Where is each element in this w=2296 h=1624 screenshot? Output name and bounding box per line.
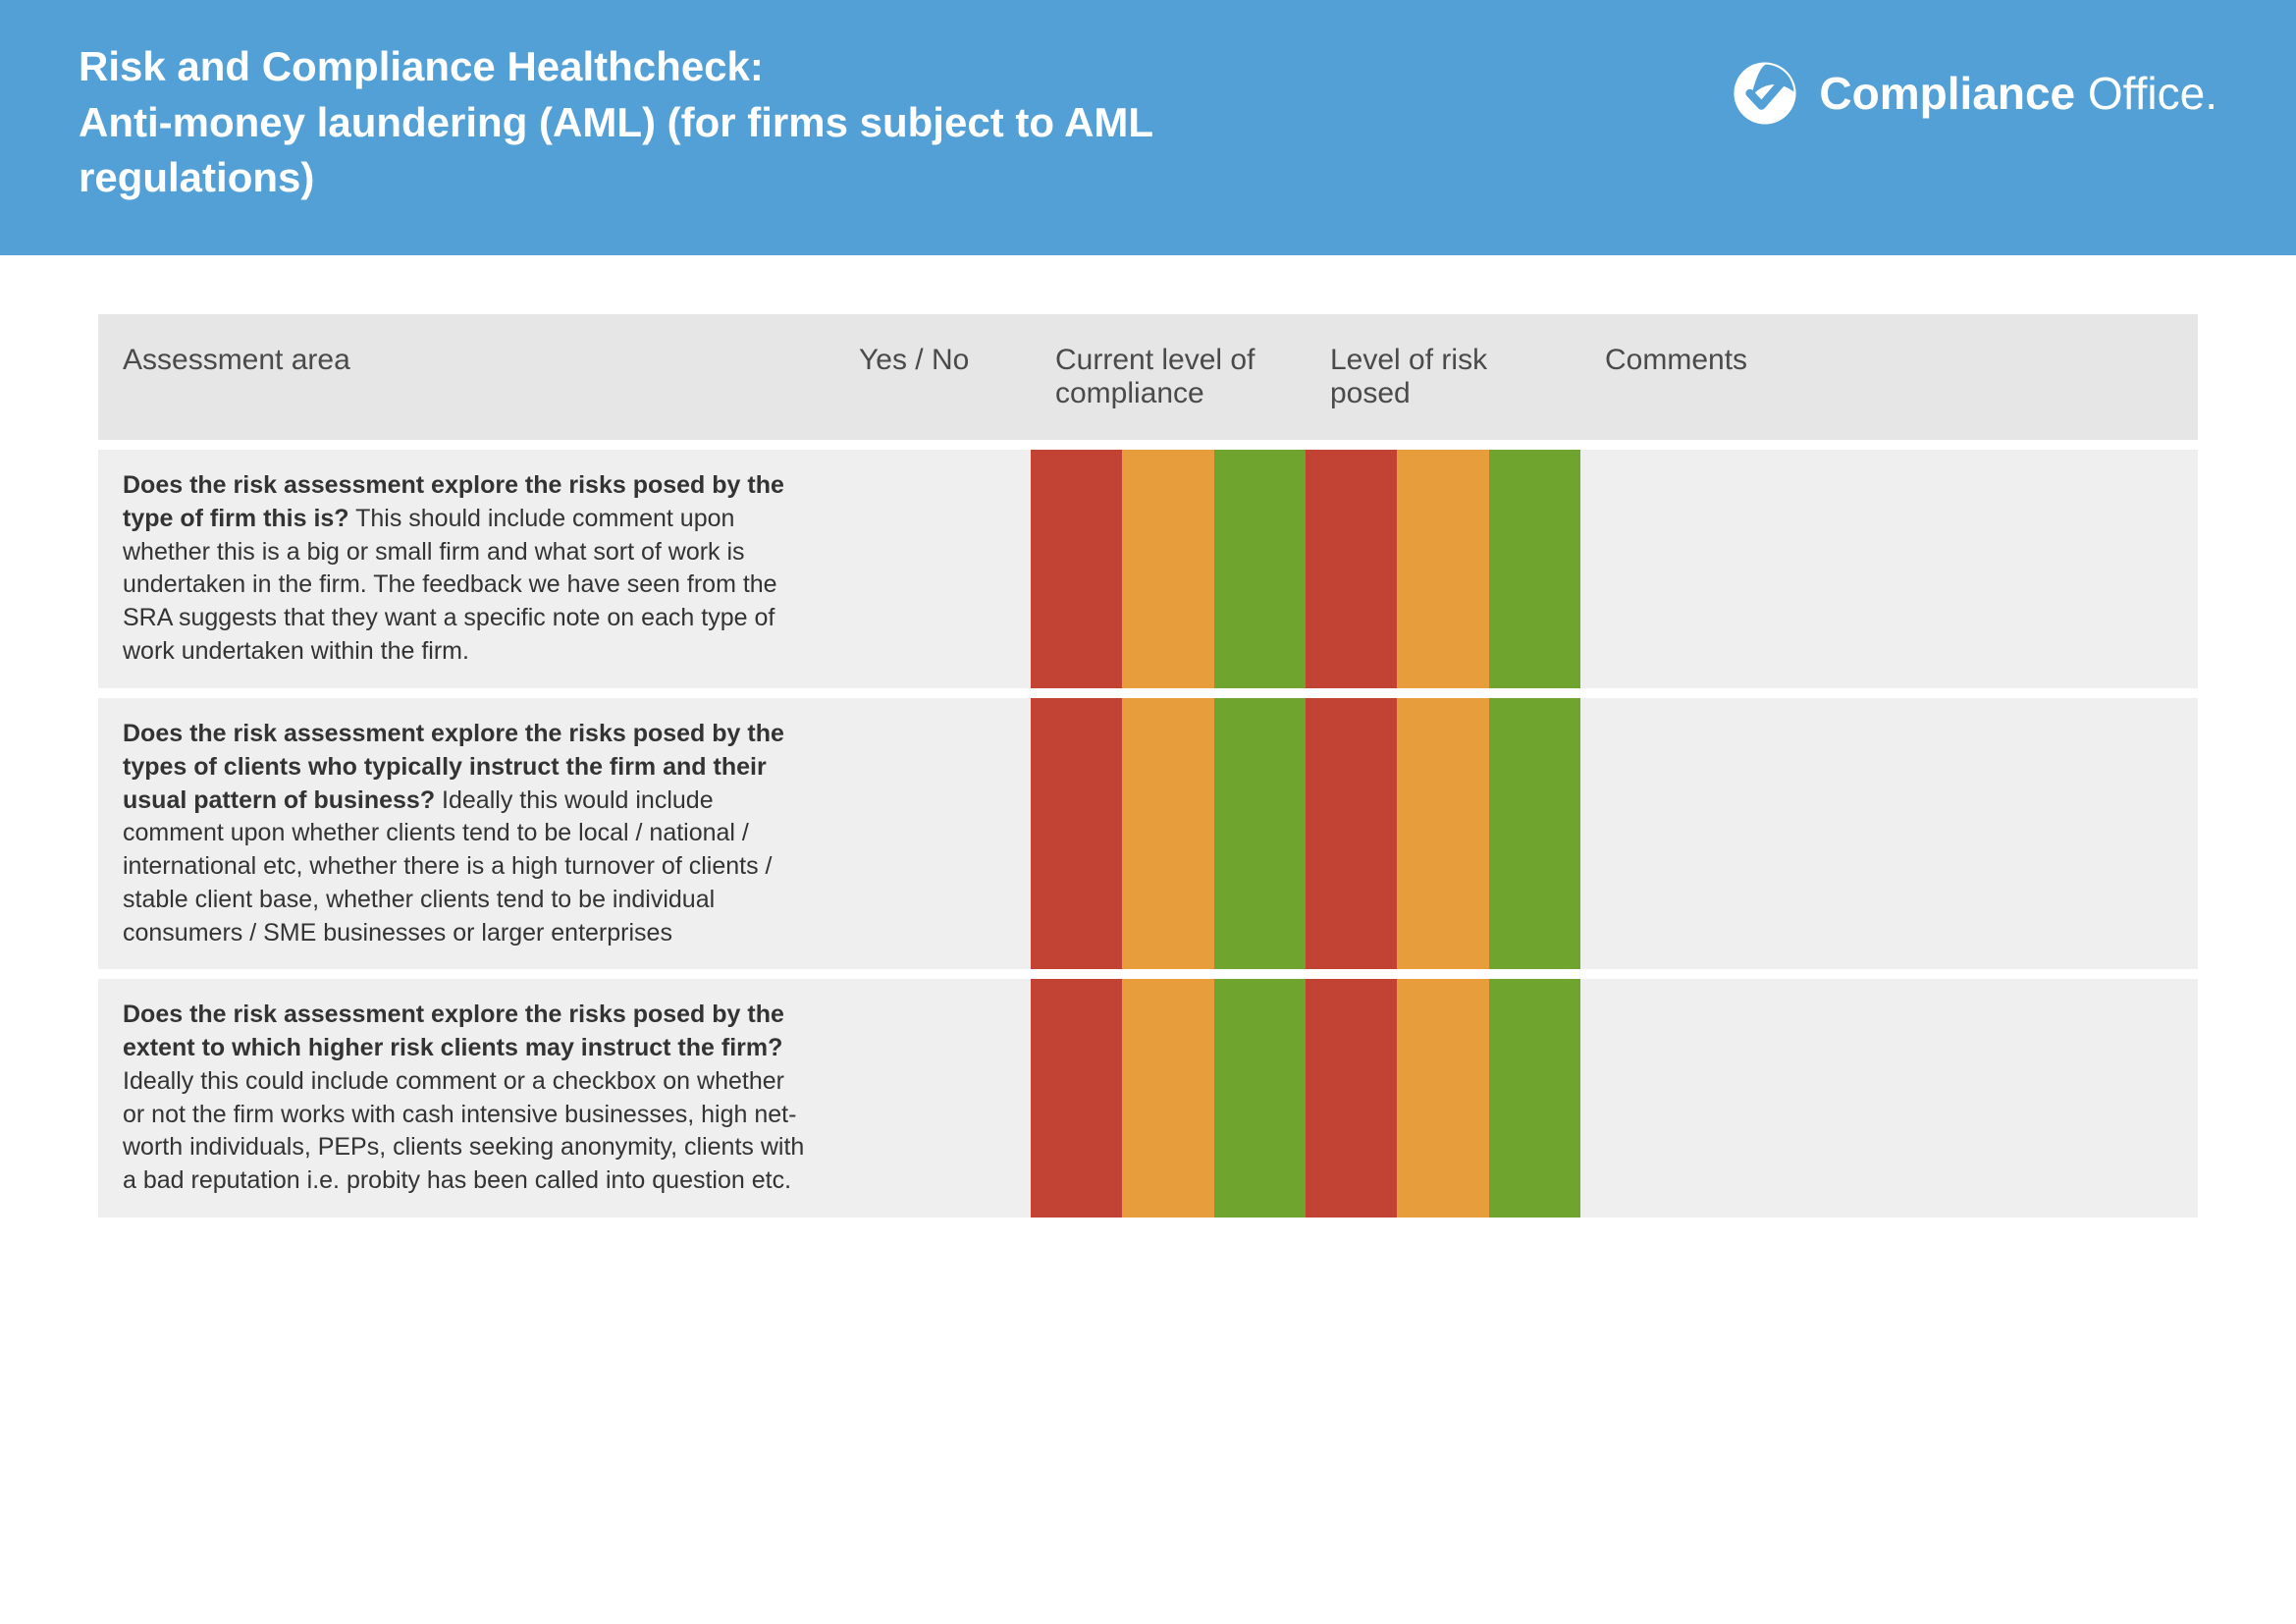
cell-assessment: Does the risk assessment explore the ris… xyxy=(98,450,834,688)
rag-red[interactable] xyxy=(1031,698,1122,969)
table-row: Does the risk assessment explore the ris… xyxy=(98,698,2198,969)
cell-compliance-rag[interactable] xyxy=(1031,450,1306,688)
brand-logo: Compliance Office. xyxy=(1731,39,2217,128)
rag-green[interactable] xyxy=(1489,698,1580,969)
rag-red[interactable] xyxy=(1306,979,1397,1218)
cell-risk-rag[interactable] xyxy=(1306,450,1580,688)
rag-green[interactable] xyxy=(1214,698,1306,969)
brand-logo-text: Compliance Office. xyxy=(1819,67,2217,120)
cell-comments[interactable] xyxy=(1580,698,2198,969)
cell-yesno[interactable] xyxy=(834,450,1031,688)
brand-logo-light: Office. xyxy=(2075,68,2217,119)
rag-green[interactable] xyxy=(1489,450,1580,688)
rag-amber[interactable] xyxy=(1397,698,1488,969)
cell-compliance-rag[interactable] xyxy=(1031,979,1306,1218)
col-header-comments: Comments xyxy=(1580,314,2198,440)
table-row: Does the risk assessment explore the ris… xyxy=(98,450,2198,688)
rag-amber[interactable] xyxy=(1397,979,1488,1218)
checkmark-circle-icon xyxy=(1731,59,1799,128)
cell-yesno[interactable] xyxy=(834,979,1031,1218)
rag-red[interactable] xyxy=(1306,698,1397,969)
col-header-risk: Level of risk posed xyxy=(1306,314,1580,440)
assessment-table: Assessment area Yes / No Current level o… xyxy=(98,304,2198,1227)
cell-risk-rag[interactable] xyxy=(1306,979,1580,1218)
content-area: Assessment area Yes / No Current level o… xyxy=(0,255,2296,1227)
table-header-row: Assessment area Yes / No Current level o… xyxy=(98,314,2198,440)
rag-amber[interactable] xyxy=(1122,979,1213,1218)
table-row: Does the risk assessment explore the ris… xyxy=(98,979,2198,1218)
cell-risk-rag[interactable] xyxy=(1306,698,1580,969)
col-header-assessment: Assessment area xyxy=(98,314,834,440)
rag-green[interactable] xyxy=(1489,979,1580,1218)
cell-comments[interactable] xyxy=(1580,450,2198,688)
col-header-compliance: Current level of compliance xyxy=(1031,314,1306,440)
col-header-yesno: Yes / No xyxy=(834,314,1031,440)
rag-amber[interactable] xyxy=(1397,450,1488,688)
page-title: Risk and Compliance Healthcheck:Anti-mon… xyxy=(79,39,1158,206)
brand-logo-bold: Compliance xyxy=(1819,68,2075,119)
rag-red[interactable] xyxy=(1031,450,1122,688)
rag-amber[interactable] xyxy=(1122,698,1213,969)
rag-green[interactable] xyxy=(1214,450,1306,688)
rag-red[interactable] xyxy=(1306,450,1397,688)
cell-compliance-rag[interactable] xyxy=(1031,698,1306,969)
assessment-question: Does the risk assessment explore the ris… xyxy=(123,1001,784,1061)
assessment-detail: Ideally this could include comment or a … xyxy=(123,1067,804,1194)
cell-yesno[interactable] xyxy=(834,698,1031,969)
cell-comments[interactable] xyxy=(1580,979,2198,1218)
rag-amber[interactable] xyxy=(1122,450,1213,688)
cell-assessment: Does the risk assessment explore the ris… xyxy=(98,979,834,1218)
rag-green[interactable] xyxy=(1214,979,1306,1218)
page-header: Risk and Compliance Healthcheck:Anti-mon… xyxy=(0,0,2296,255)
rag-red[interactable] xyxy=(1031,979,1122,1218)
cell-assessment: Does the risk assessment explore the ris… xyxy=(98,698,834,969)
